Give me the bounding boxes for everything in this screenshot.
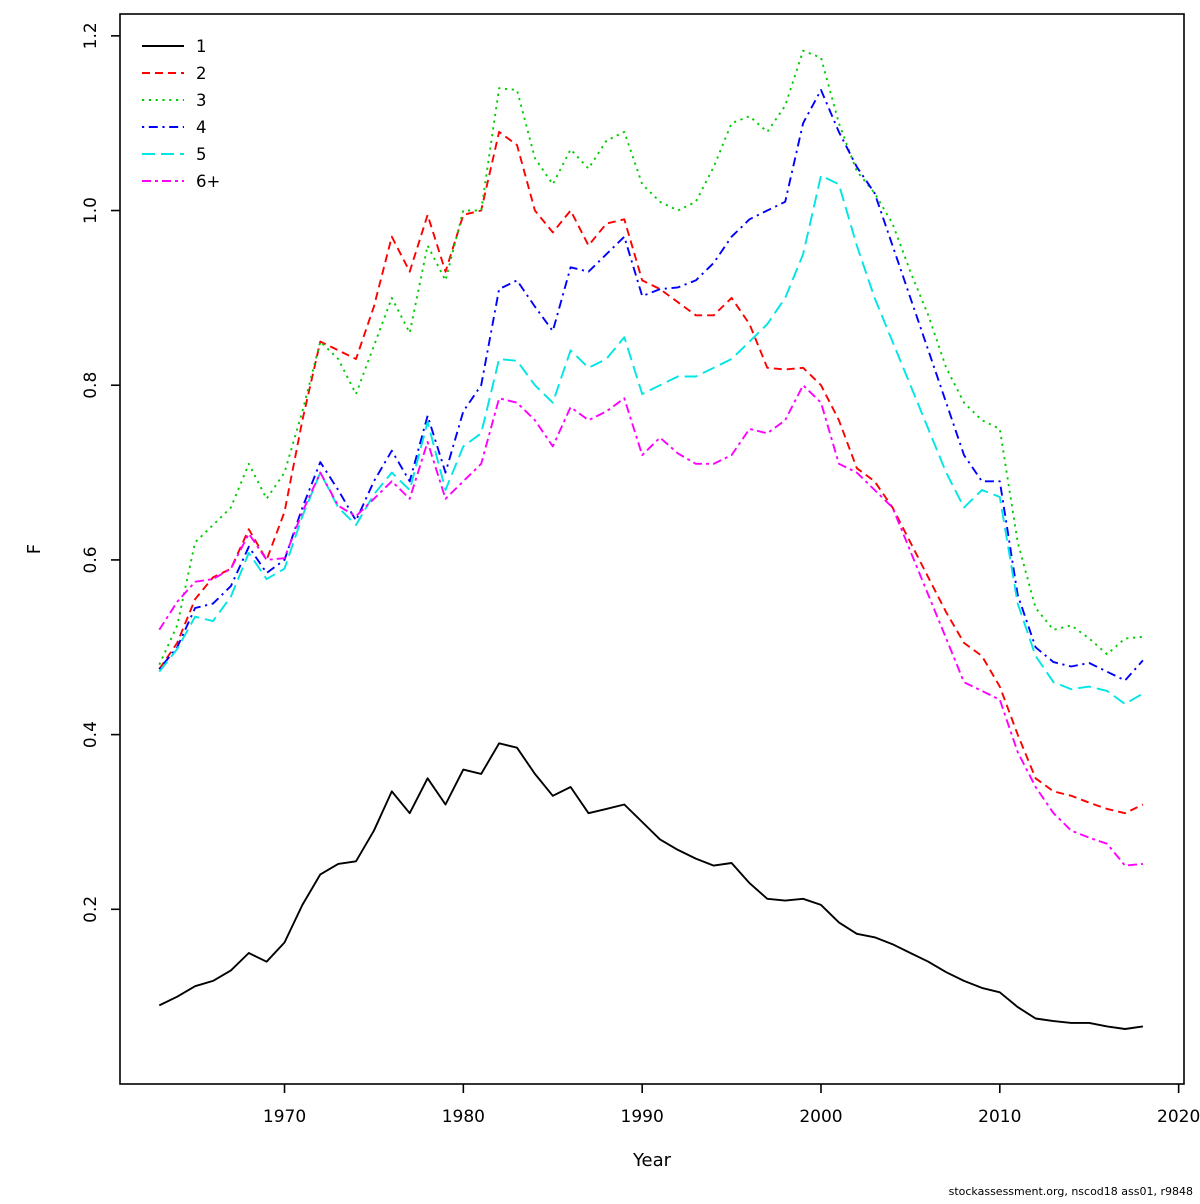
x-axis-title: Year <box>632 1150 672 1171</box>
y-tick-label: 0.6 <box>81 546 101 573</box>
x-tick-label: 2000 <box>799 1107 842 1127</box>
y-tick-label: 0.8 <box>81 372 101 399</box>
plot-box <box>119 13 1185 1085</box>
y-tick-label: 1.2 <box>81 22 101 49</box>
y-tick-label: 1.0 <box>81 197 101 224</box>
y-axis-title: F <box>24 544 45 554</box>
legend-label-4: 4 <box>196 118 207 137</box>
x-tick-label: 1990 <box>621 1107 664 1127</box>
x-tick-label: 2010 <box>978 1107 1021 1127</box>
x-tick-label: 2020 <box>1157 1107 1200 1127</box>
series-line-4 <box>158 89 1144 682</box>
plot-layer: 1970 1980 1990 2000 2010 2020 0.2 0.4 0.6 0.8 1.0 1… <box>81 13 1200 1127</box>
legend-label-3: 3 <box>196 91 207 110</box>
footer-credit: stockassessment.org, nscod18 ass01, r984… <box>949 1185 1193 1198</box>
y-tick-label: 0.2 <box>81 896 101 923</box>
x-tick-label: 1980 <box>442 1107 485 1127</box>
series-line-2 <box>158 130 1144 815</box>
series-line-6plus <box>158 384 1143 867</box>
legend-label-6plus: 6+ <box>196 172 220 191</box>
legend-label-2: 2 <box>196 64 207 83</box>
series-line-5 <box>158 174 1144 705</box>
legend-label-5: 5 <box>196 145 207 164</box>
x-tick-label: 1970 <box>263 1107 306 1127</box>
series-line-1 <box>158 742 1144 1030</box>
series-line-3 <box>158 49 1143 666</box>
legend-label-1: 1 <box>196 37 207 56</box>
y-tick-label: 0.4 <box>81 721 101 748</box>
